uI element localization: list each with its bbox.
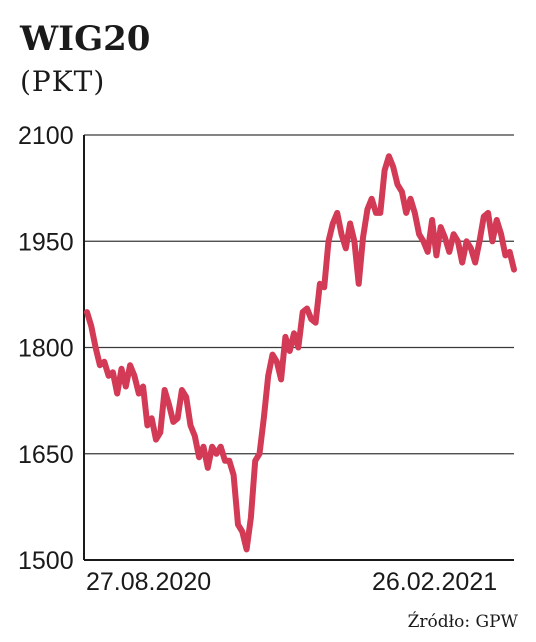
grid-lines: [84, 134, 514, 455]
y-tick-label: 2100: [18, 122, 74, 150]
series-line-wig20: [84, 153, 517, 553]
y-tick-label: 1800: [18, 335, 74, 363]
x-axis-ticks: 27.08.2020 26.02.2021: [86, 568, 497, 596]
chart-subtitle: (PKT): [20, 65, 106, 98]
y-tick-label: 1500: [18, 547, 74, 575]
source-note: Źródło: GPW: [407, 612, 518, 632]
chart-title: WIG20: [20, 19, 151, 59]
y-tick-label: 1650: [18, 441, 74, 469]
x-tick-label: 27.08.2020: [86, 568, 211, 596]
y-tick-label: 1950: [18, 228, 74, 256]
y-axis-ticks: 1500 1650 1800 1950 2100: [18, 122, 74, 575]
x-tick-label: 26.02.2021: [372, 568, 497, 596]
